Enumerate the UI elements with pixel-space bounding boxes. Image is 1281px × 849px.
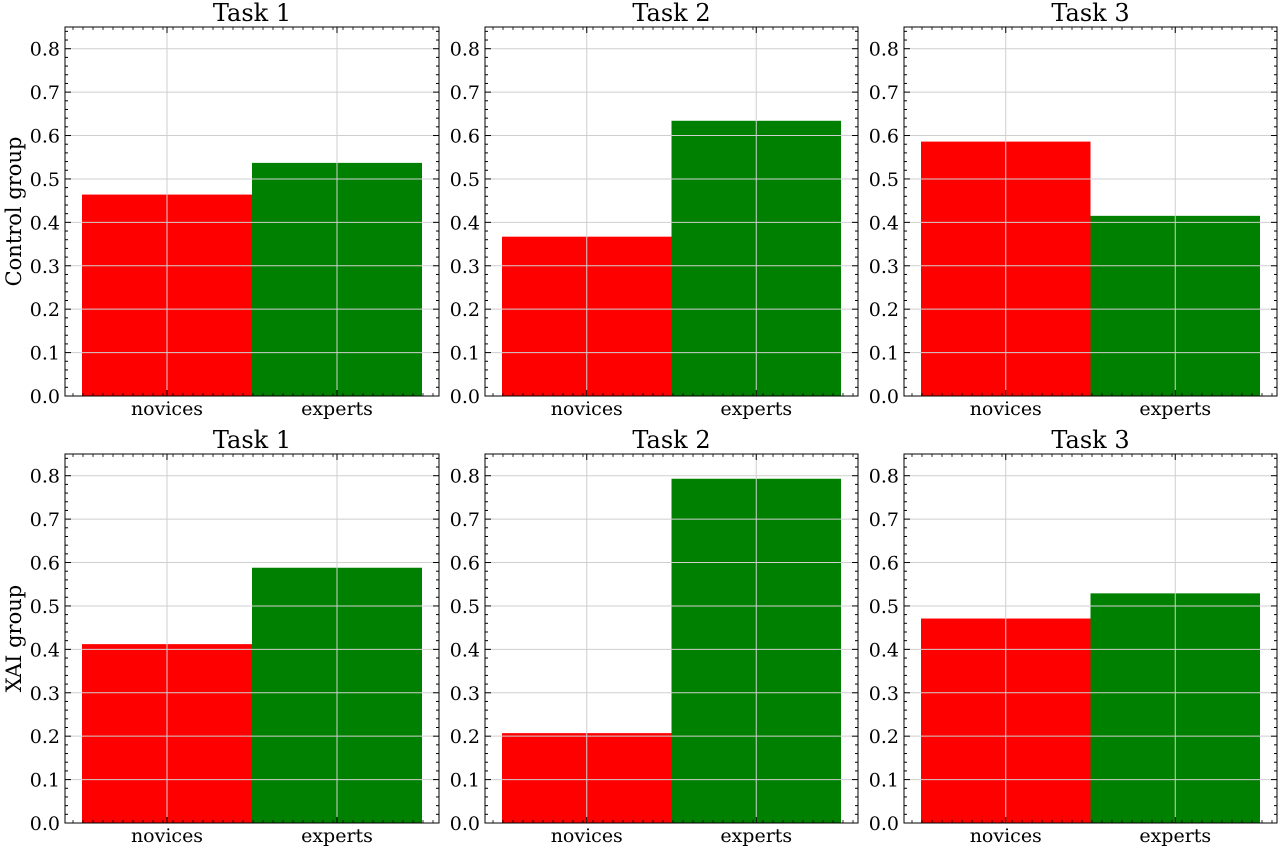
y-tick-label: 0.0 bbox=[869, 386, 899, 408]
y-tick-label: 0.6 bbox=[30, 553, 60, 575]
y-tick-label: 0.3 bbox=[30, 683, 60, 705]
y-tick-label: 0.3 bbox=[30, 256, 60, 278]
y-tick-label: 0.1 bbox=[450, 770, 480, 792]
subplot-control-task2: 0.0 0.1 0.2 0.3 0.4 0.5 0.6 0.7 0.8 novices expert… bbox=[450, 0, 859, 420]
x-tick-label: novices bbox=[551, 825, 623, 847]
y-tick-label: 0.7 bbox=[450, 509, 480, 531]
y-tick-label: 0.2 bbox=[869, 299, 899, 321]
y-tick-label: 0.8 bbox=[869, 466, 899, 488]
y-tick-label: 0.0 bbox=[869, 813, 899, 835]
y-tick-label: 0.1 bbox=[450, 343, 480, 365]
y-tick-label: 0.5 bbox=[869, 596, 899, 618]
x-tick-label: novices bbox=[970, 398, 1042, 420]
y-tick-label: 0.5 bbox=[30, 169, 60, 191]
subplot-control-task1: 0.0 0.1 0.2 0.3 0.4 0.5 0.6 0.7 0.8 novices expert… bbox=[2, 0, 440, 420]
x-tick-label: novices bbox=[131, 825, 203, 847]
y-tick-label: 0.0 bbox=[30, 386, 60, 408]
y-tick-label: 0.8 bbox=[30, 39, 60, 61]
y-tick-label: 0.6 bbox=[450, 126, 480, 148]
y-tick-label: 0.8 bbox=[30, 466, 60, 488]
y-tick-label: 0.6 bbox=[869, 126, 899, 148]
subplot-title: Task 2 bbox=[632, 0, 710, 27]
x-tick-label: experts bbox=[720, 398, 792, 420]
y-tick-label: 0.5 bbox=[869, 169, 899, 191]
y-tick-label: 0.4 bbox=[450, 212, 480, 234]
x-tick-label: novices bbox=[551, 398, 623, 420]
y-tick-label: 0.4 bbox=[869, 639, 899, 661]
y-tick-label: 0.3 bbox=[450, 256, 480, 278]
y-tick-label: 0.1 bbox=[30, 343, 60, 365]
subplot-control-task3: 0.0 0.1 0.2 0.3 0.4 0.5 0.6 0.7 0.8 novices expert… bbox=[869, 0, 1278, 420]
subplot-title: Task 1 bbox=[213, 426, 291, 454]
axes-frame bbox=[903, 453, 1278, 824]
axes-frame bbox=[903, 26, 1278, 397]
x-tick-label: experts bbox=[720, 825, 792, 847]
y-tick-label: 0.7 bbox=[869, 82, 899, 104]
x-tick-label: experts bbox=[301, 398, 373, 420]
y-tick-label: 0.2 bbox=[450, 299, 480, 321]
y-tick-label: 0.2 bbox=[30, 299, 60, 321]
y-axis-label: XAI group bbox=[2, 585, 26, 692]
y-tick-label: 0.5 bbox=[450, 169, 480, 191]
axes-frame bbox=[484, 453, 859, 824]
y-tick-label: 0.1 bbox=[30, 770, 60, 792]
y-axis-label: Control group bbox=[2, 137, 26, 287]
y-tick-label: 0.2 bbox=[30, 726, 60, 748]
subplot-title: Task 2 bbox=[632, 426, 710, 454]
y-tick-label: 0.3 bbox=[450, 683, 480, 705]
y-tick-label: 0.4 bbox=[869, 212, 899, 234]
y-tick-label: 0.7 bbox=[869, 509, 899, 531]
y-tick-label: 0.8 bbox=[450, 466, 480, 488]
x-tick-label: experts bbox=[301, 825, 373, 847]
y-tick-label: 0.7 bbox=[30, 82, 60, 104]
y-tick-label: 0.1 bbox=[869, 343, 899, 365]
y-tick-label: 0.1 bbox=[869, 770, 899, 792]
axes-frame bbox=[64, 453, 440, 824]
y-tick-label: 0.6 bbox=[869, 553, 899, 575]
subplot-title: Task 3 bbox=[1051, 0, 1129, 27]
y-tick-label: 0.7 bbox=[30, 509, 60, 531]
y-tick-label: 0.8 bbox=[450, 39, 480, 61]
subplot-xai-task1: 0.0 0.1 0.2 0.3 0.4 0.5 0.6 0.7 0.8 novices expert… bbox=[2, 426, 440, 847]
subplot-xai-task2: 0.0 0.1 0.2 0.3 0.4 0.5 0.6 0.7 0.8 novices expert… bbox=[450, 426, 859, 847]
y-tick-label: 0.0 bbox=[30, 813, 60, 835]
y-tick-label: 0.2 bbox=[869, 726, 899, 748]
y-tick-label: 0.5 bbox=[30, 596, 60, 618]
y-tick-label: 0.0 bbox=[450, 813, 480, 835]
subplot-title: Task 3 bbox=[1051, 426, 1129, 454]
y-tick-label: 0.0 bbox=[450, 386, 480, 408]
x-tick-label: experts bbox=[1139, 398, 1211, 420]
y-tick-label: 0.7 bbox=[450, 82, 480, 104]
y-tick-label: 0.5 bbox=[450, 596, 480, 618]
y-tick-label: 0.6 bbox=[30, 126, 60, 148]
y-tick-label: 0.8 bbox=[869, 39, 899, 61]
subplot-title: Task 1 bbox=[213, 0, 291, 27]
y-tick-label: 0.4 bbox=[30, 212, 60, 234]
y-tick-label: 0.4 bbox=[30, 639, 60, 661]
x-tick-label: novices bbox=[970, 825, 1042, 847]
axes-frame bbox=[484, 26, 859, 397]
x-tick-label: experts bbox=[1139, 825, 1211, 847]
y-tick-label: 0.4 bbox=[450, 639, 480, 661]
y-tick-label: 0.6 bbox=[450, 553, 480, 575]
y-tick-label: 0.3 bbox=[869, 256, 899, 278]
y-tick-label: 0.2 bbox=[450, 726, 480, 748]
axes-frame bbox=[64, 26, 440, 397]
y-tick-label: 0.3 bbox=[869, 683, 899, 705]
subplot-xai-task3: 0.0 0.1 0.2 0.3 0.4 0.5 0.6 0.7 0.8 novices expert… bbox=[869, 426, 1278, 847]
x-tick-label: novices bbox=[131, 398, 203, 420]
